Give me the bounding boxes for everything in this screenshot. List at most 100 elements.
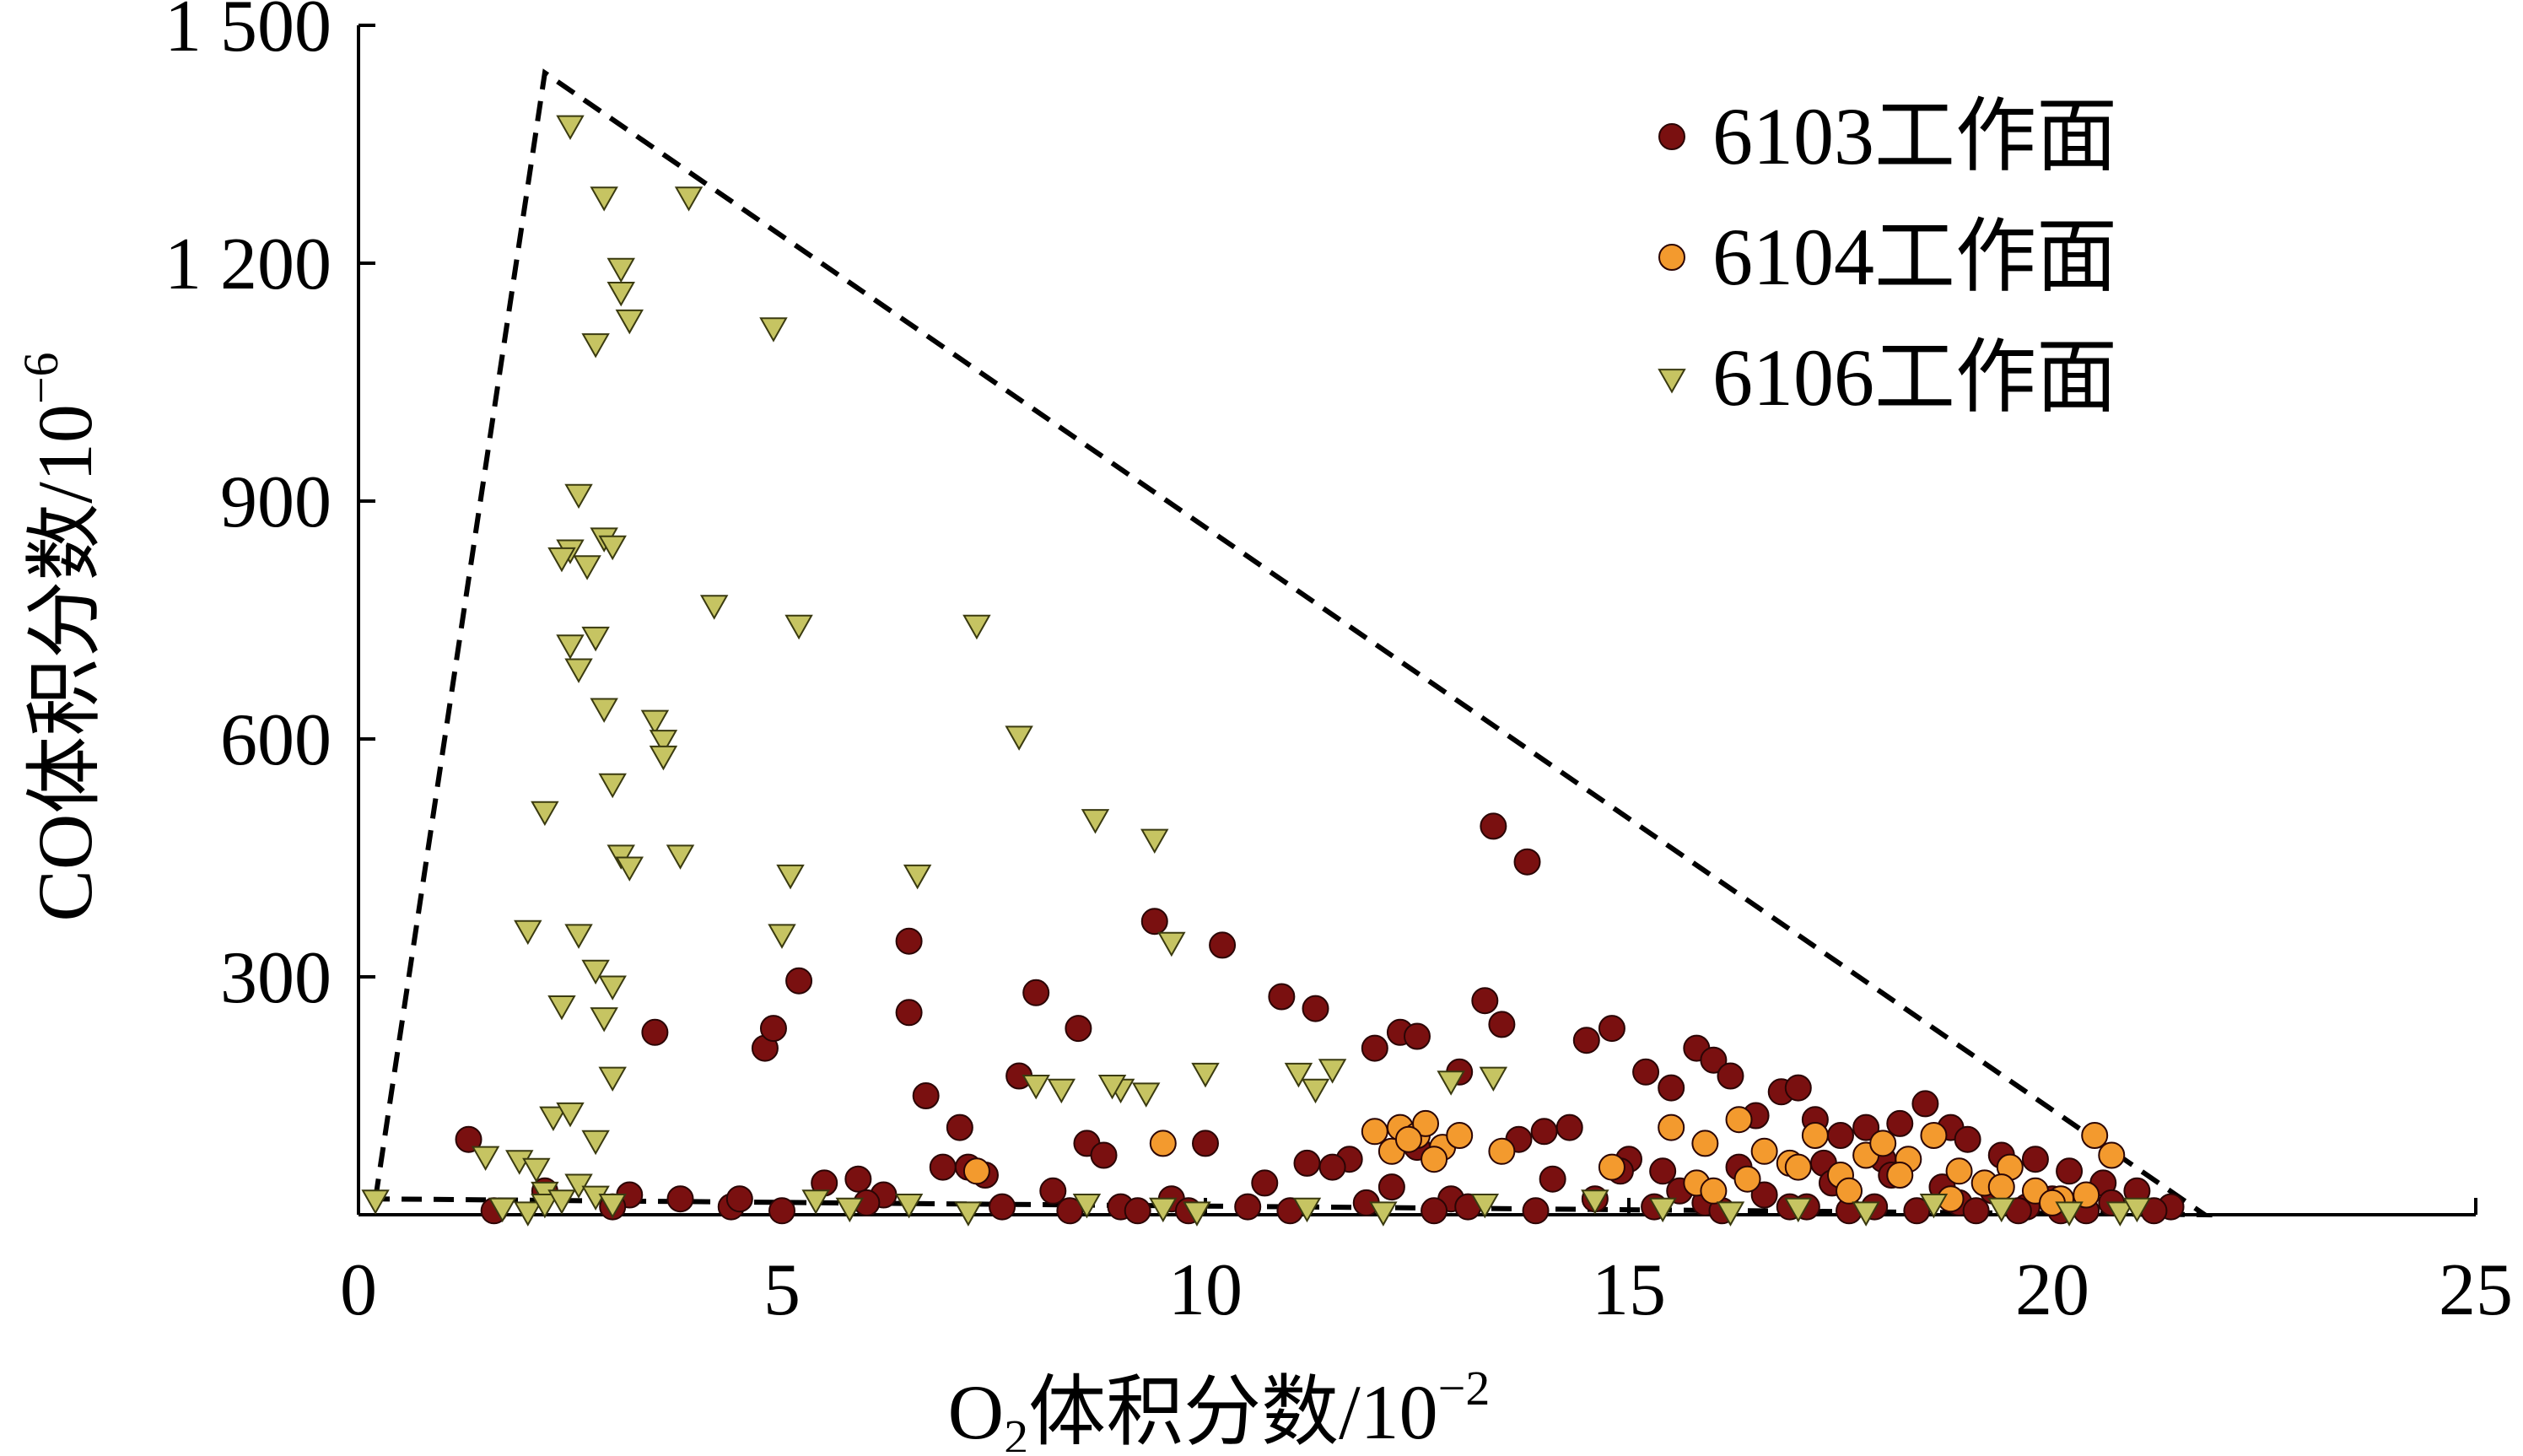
data-point [785, 967, 813, 995]
data-point [1293, 1149, 1321, 1177]
data-point [1945, 1157, 1973, 1185]
data-point [1852, 1201, 1880, 1227]
data-point [1648, 1197, 1677, 1223]
data-point [1470, 1194, 1500, 1219]
data-point [1700, 1177, 1728, 1205]
series-1 [455, 812, 2185, 1225]
data-point [776, 864, 805, 890]
data-point [903, 864, 932, 890]
data-point [547, 547, 576, 573]
data-point [1124, 1197, 1151, 1225]
data-point [1301, 1078, 1330, 1104]
data-point [1149, 1130, 1177, 1157]
data-point [556, 1102, 585, 1128]
legend-marker-2 [1658, 244, 1685, 271]
data-point [598, 535, 627, 561]
data-point [1209, 931, 1237, 959]
data-point [564, 483, 593, 510]
data-point [556, 634, 585, 660]
data-point [531, 801, 559, 827]
data-point [699, 595, 729, 620]
data-point [895, 927, 923, 955]
series-3 [361, 115, 2152, 1227]
data-point [2056, 1157, 2084, 1185]
data-point [522, 1157, 551, 1184]
x-tick-label: 10 [1168, 1249, 1243, 1331]
x-tick-label: 15 [1592, 1249, 1666, 1331]
data-point [455, 1125, 482, 1153]
data-point [1886, 1109, 1914, 1137]
data-point [1716, 1201, 1745, 1227]
data-point [2055, 1201, 2084, 1227]
data-point [488, 1197, 517, 1223]
data-point [1097, 1075, 1127, 1100]
data-point [1377, 1173, 1405, 1201]
data-point [666, 1185, 694, 1213]
x-tick-label: 5 [763, 1249, 801, 1331]
data-point [1022, 1075, 1050, 1100]
data-point [844, 1165, 872, 1193]
data-point [1404, 1022, 1431, 1050]
data-point [1421, 1146, 1448, 1173]
data-point [1292, 1197, 1322, 1223]
data-point [768, 1197, 795, 1225]
data-point [590, 698, 618, 723]
y-axis-label-main: CO体积分数/10 [22, 404, 108, 921]
data-point [573, 555, 601, 580]
x-tick-label: 25 [2439, 1249, 2513, 1331]
x-axis-label-superscript: −2 [1438, 1361, 1491, 1416]
data-point [641, 1018, 669, 1046]
data-point [649, 745, 678, 771]
data-point [1268, 983, 1296, 1011]
x-tick-label: 20 [2015, 1249, 2089, 1331]
data-point [1140, 828, 1169, 855]
data-point [674, 186, 704, 212]
data-point [1717, 1062, 1744, 1090]
data-point [590, 1007, 618, 1033]
data-point [1691, 1130, 1719, 1157]
y-tick-label: 1 200 [164, 224, 332, 305]
data-point [1284, 1062, 1313, 1088]
data-point [615, 309, 644, 335]
data-point [1047, 1078, 1076, 1104]
legend: 6103工作面 6104工作面 6106工作面 [1658, 91, 2117, 423]
data-point [962, 1157, 990, 1185]
y-axis-label-superscript: −6 [13, 352, 68, 404]
data-point [989, 1193, 1016, 1221]
data-point [1784, 1197, 1813, 1223]
legend-label-3: 6106工作面 [1712, 332, 2117, 423]
data-point [929, 1153, 957, 1181]
y-tick-label: 1 500 [164, 0, 332, 67]
data-point [1132, 1082, 1161, 1108]
data-point [1140, 908, 1168, 936]
legend-label-1: 6103工作面 [1712, 91, 2117, 181]
data-point [784, 614, 813, 640]
data-point [1658, 1114, 1685, 1141]
data-point [1192, 1130, 1219, 1157]
data-point [835, 1197, 865, 1223]
data-point [1987, 1197, 2016, 1223]
data-point [1530, 1118, 1558, 1146]
data-point [1784, 1074, 1812, 1102]
data-point [2073, 1181, 2100, 1209]
data-point [1962, 1197, 1990, 1225]
data-point [598, 773, 627, 799]
data-point [1827, 1122, 1854, 1149]
data-point [1183, 1201, 1211, 1227]
data-point [1954, 1125, 1981, 1153]
data-point [666, 844, 695, 870]
data-point [1251, 1169, 1279, 1197]
data-point [598, 1066, 627, 1092]
data-point [2081, 1122, 2109, 1149]
data-point [547, 1189, 576, 1215]
data-point [1581, 1189, 1609, 1215]
y-tick-label: 600 [220, 699, 332, 781]
data-point [1539, 1165, 1566, 1193]
data-point [1987, 1173, 2015, 1201]
data-point [556, 115, 585, 141]
data-point [1911, 1090, 1939, 1118]
data-point [1361, 1034, 1388, 1062]
data-point [471, 1146, 500, 1172]
